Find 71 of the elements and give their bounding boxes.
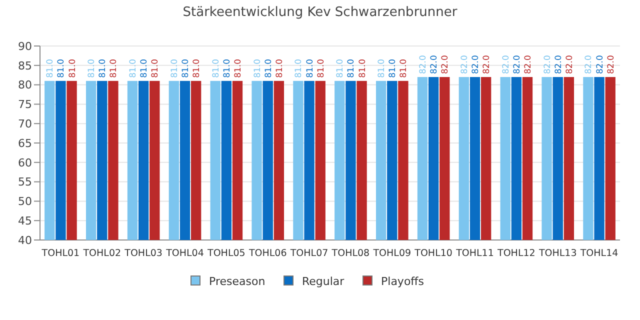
y-tick-label: 85 (18, 59, 32, 72)
y-tick-label: 45 (18, 214, 32, 228)
y-tick-label: 50 (18, 195, 32, 208)
x-tick-label: TOHL04 (165, 248, 204, 259)
data-label: 81.0 (305, 58, 316, 78)
data-label: 81.0 (56, 58, 67, 78)
data-label: 82.0 (470, 55, 481, 74)
legend-label: Preseason (209, 275, 266, 288)
data-label: 81.0 (346, 58, 357, 78)
data-label: 82.0 (430, 55, 440, 74)
x-tick-label: TOHL03 (124, 248, 162, 259)
data-label: 81.0 (140, 58, 150, 78)
data-label: 81.0 (388, 58, 398, 78)
data-label: 82.0 (501, 55, 512, 74)
x-tick-label: TOHL11 (455, 248, 494, 259)
data-label: 81.0 (211, 58, 222, 78)
x-tick-label: TOHL06 (248, 248, 287, 259)
legend-label: Playoffs (381, 275, 424, 288)
data-label: 81.0 (180, 58, 191, 78)
x-tick-label: TOHL12 (496, 248, 536, 259)
data-label: 81.0 (316, 58, 326, 78)
data-label: 82.0 (523, 55, 534, 74)
data-label: 81.0 (68, 58, 78, 78)
data-label: 82.0 (418, 55, 428, 74)
x-tick-label: TOHL09 (372, 248, 412, 259)
data-label: 82.0 (512, 55, 522, 74)
data-label: 82.0 (460, 55, 470, 74)
data-label: 81.0 (377, 58, 388, 78)
x-tick-label: TOHL13 (538, 248, 577, 259)
legend-label: Regular (302, 275, 345, 288)
data-label: 81.0 (150, 58, 161, 78)
x-tick-label: TOHL14 (579, 248, 618, 259)
data-label: 81.0 (336, 58, 346, 78)
y-tick-label: 75 (18, 98, 32, 112)
data-label: 81.0 (399, 58, 410, 78)
x-tick-label: TOHL01 (40, 248, 80, 259)
data-label: 81.0 (233, 58, 244, 78)
data-label: 82.0 (482, 55, 492, 74)
x-tick-label: TOHL02 (82, 248, 122, 259)
data-label: 81.0 (87, 58, 98, 78)
y-tick-label: 40 (18, 234, 32, 247)
chart-title: Stärkeentwicklung Kev Schwarzenbrunner (182, 5, 458, 20)
y-tick-label: 55 (18, 176, 32, 189)
data-label: 82.0 (606, 55, 616, 74)
x-tick-label: TOHL10 (414, 248, 452, 259)
y-tick-label: 60 (18, 156, 32, 170)
data-label: 81.0 (192, 58, 202, 78)
data-label: 81.0 (274, 58, 285, 78)
data-label: 81.0 (264, 58, 274, 78)
data-label: 81.0 (170, 58, 180, 78)
data-label: 82.0 (595, 55, 606, 74)
x-tick-label: TOHL08 (330, 248, 370, 259)
y-tick-label: 65 (18, 136, 32, 150)
y-tick-label: 70 (18, 117, 32, 130)
data-label: 82.0 (564, 55, 575, 74)
y-tick-label: 80 (18, 78, 32, 92)
data-label: 82.0 (584, 55, 594, 74)
data-label: 81.0 (98, 58, 108, 78)
x-tick-label: TOHL05 (206, 248, 246, 259)
data-label: 81.0 (128, 58, 138, 78)
data-label: 81.0 (46, 58, 56, 78)
y-tick-label: 90 (18, 40, 32, 53)
data-label: 82.0 (542, 55, 553, 74)
x-tick-label: TOHL07 (289, 248, 328, 259)
data-label: 81.0 (358, 58, 368, 78)
data-label: 81.0 (294, 58, 304, 78)
data-label: 81.0 (252, 58, 263, 78)
data-label: 81.0 (109, 58, 120, 78)
data-label: 82.0 (440, 55, 451, 74)
data-label: 81.0 (222, 58, 232, 78)
data-label: 82.0 (554, 55, 564, 74)
